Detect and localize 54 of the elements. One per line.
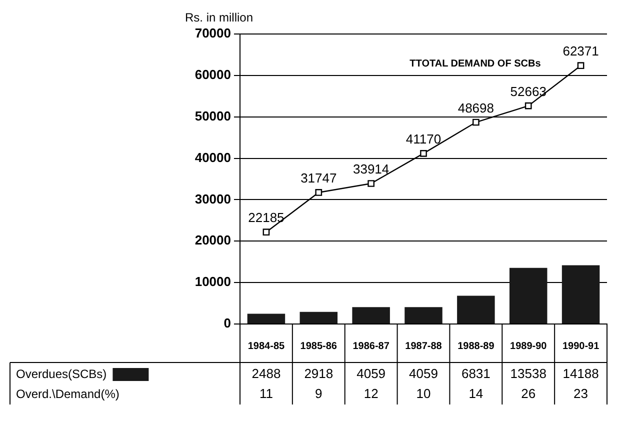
point: [577, 62, 584, 70]
bar: [509, 268, 548, 324]
data-label: 33914: [352, 162, 390, 177]
point: [420, 150, 427, 157]
text: Overd.\Demand(%): [16, 386, 120, 401]
y-tick-label: 30000: [194, 191, 231, 206]
text: 23: [574, 386, 588, 402]
data-label: 6831: [461, 366, 490, 382]
data-label: 2918: [304, 366, 334, 382]
y-tick-label: 10000: [194, 274, 231, 290]
data-label: 13538: [510, 366, 546, 382]
point: [262, 228, 270, 236]
x-tick-label: 1989-90: [510, 340, 548, 352]
bar: [352, 307, 390, 324]
x-tick-label: 1986-87: [352, 340, 390, 352]
data-label: 4059: [409, 366, 438, 382]
x-tick-label: 1990-91: [562, 340, 600, 352]
data-label: 4059: [356, 366, 386, 382]
x-tick-label: 1988-89: [458, 340, 495, 352]
text: 11: [259, 386, 273, 402]
data-label: 14188: [562, 366, 599, 382]
y-tick-label: 20000: [194, 232, 231, 248]
y-tick-label: 50000: [194, 108, 231, 124]
y-tick-label: 60000: [194, 67, 231, 82]
data-label: 48698: [458, 100, 494, 116]
text: 12: [364, 386, 378, 402]
bar: [457, 296, 495, 324]
y-tick-label: 40000: [194, 150, 231, 165]
y-axis-title: Rs. in million: [185, 10, 254, 24]
point: [524, 102, 532, 110]
y-tick-label: 70000: [194, 26, 231, 41]
data-label: 2488: [252, 366, 281, 382]
data-label: 41170: [406, 132, 442, 147]
point: [315, 189, 322, 196]
text: TTOTAL DEMAND OF SCBs: [410, 58, 542, 70]
text: 10: [416, 386, 431, 402]
data-label: 22185: [248, 210, 284, 226]
text: 9: [315, 386, 322, 402]
text: 14: [468, 386, 484, 402]
bar: [247, 314, 286, 324]
y-tick-label: 0: [224, 316, 231, 331]
point: [368, 180, 374, 187]
point: [472, 118, 480, 126]
bar: [404, 307, 442, 324]
text: 26: [521, 386, 536, 402]
legend-label: Overdues(SCBs): [16, 366, 107, 381]
bar: [300, 312, 338, 324]
x-tick-label: 1987-88: [405, 340, 442, 352]
x-tick-label: 1985-86: [300, 340, 338, 352]
x-tick-label: 1984-85: [248, 340, 285, 352]
data-label: 52663: [510, 84, 546, 99]
bar: [562, 265, 600, 324]
data-label: 62371: [562, 44, 599, 59]
data-label: 31747: [300, 170, 337, 186]
